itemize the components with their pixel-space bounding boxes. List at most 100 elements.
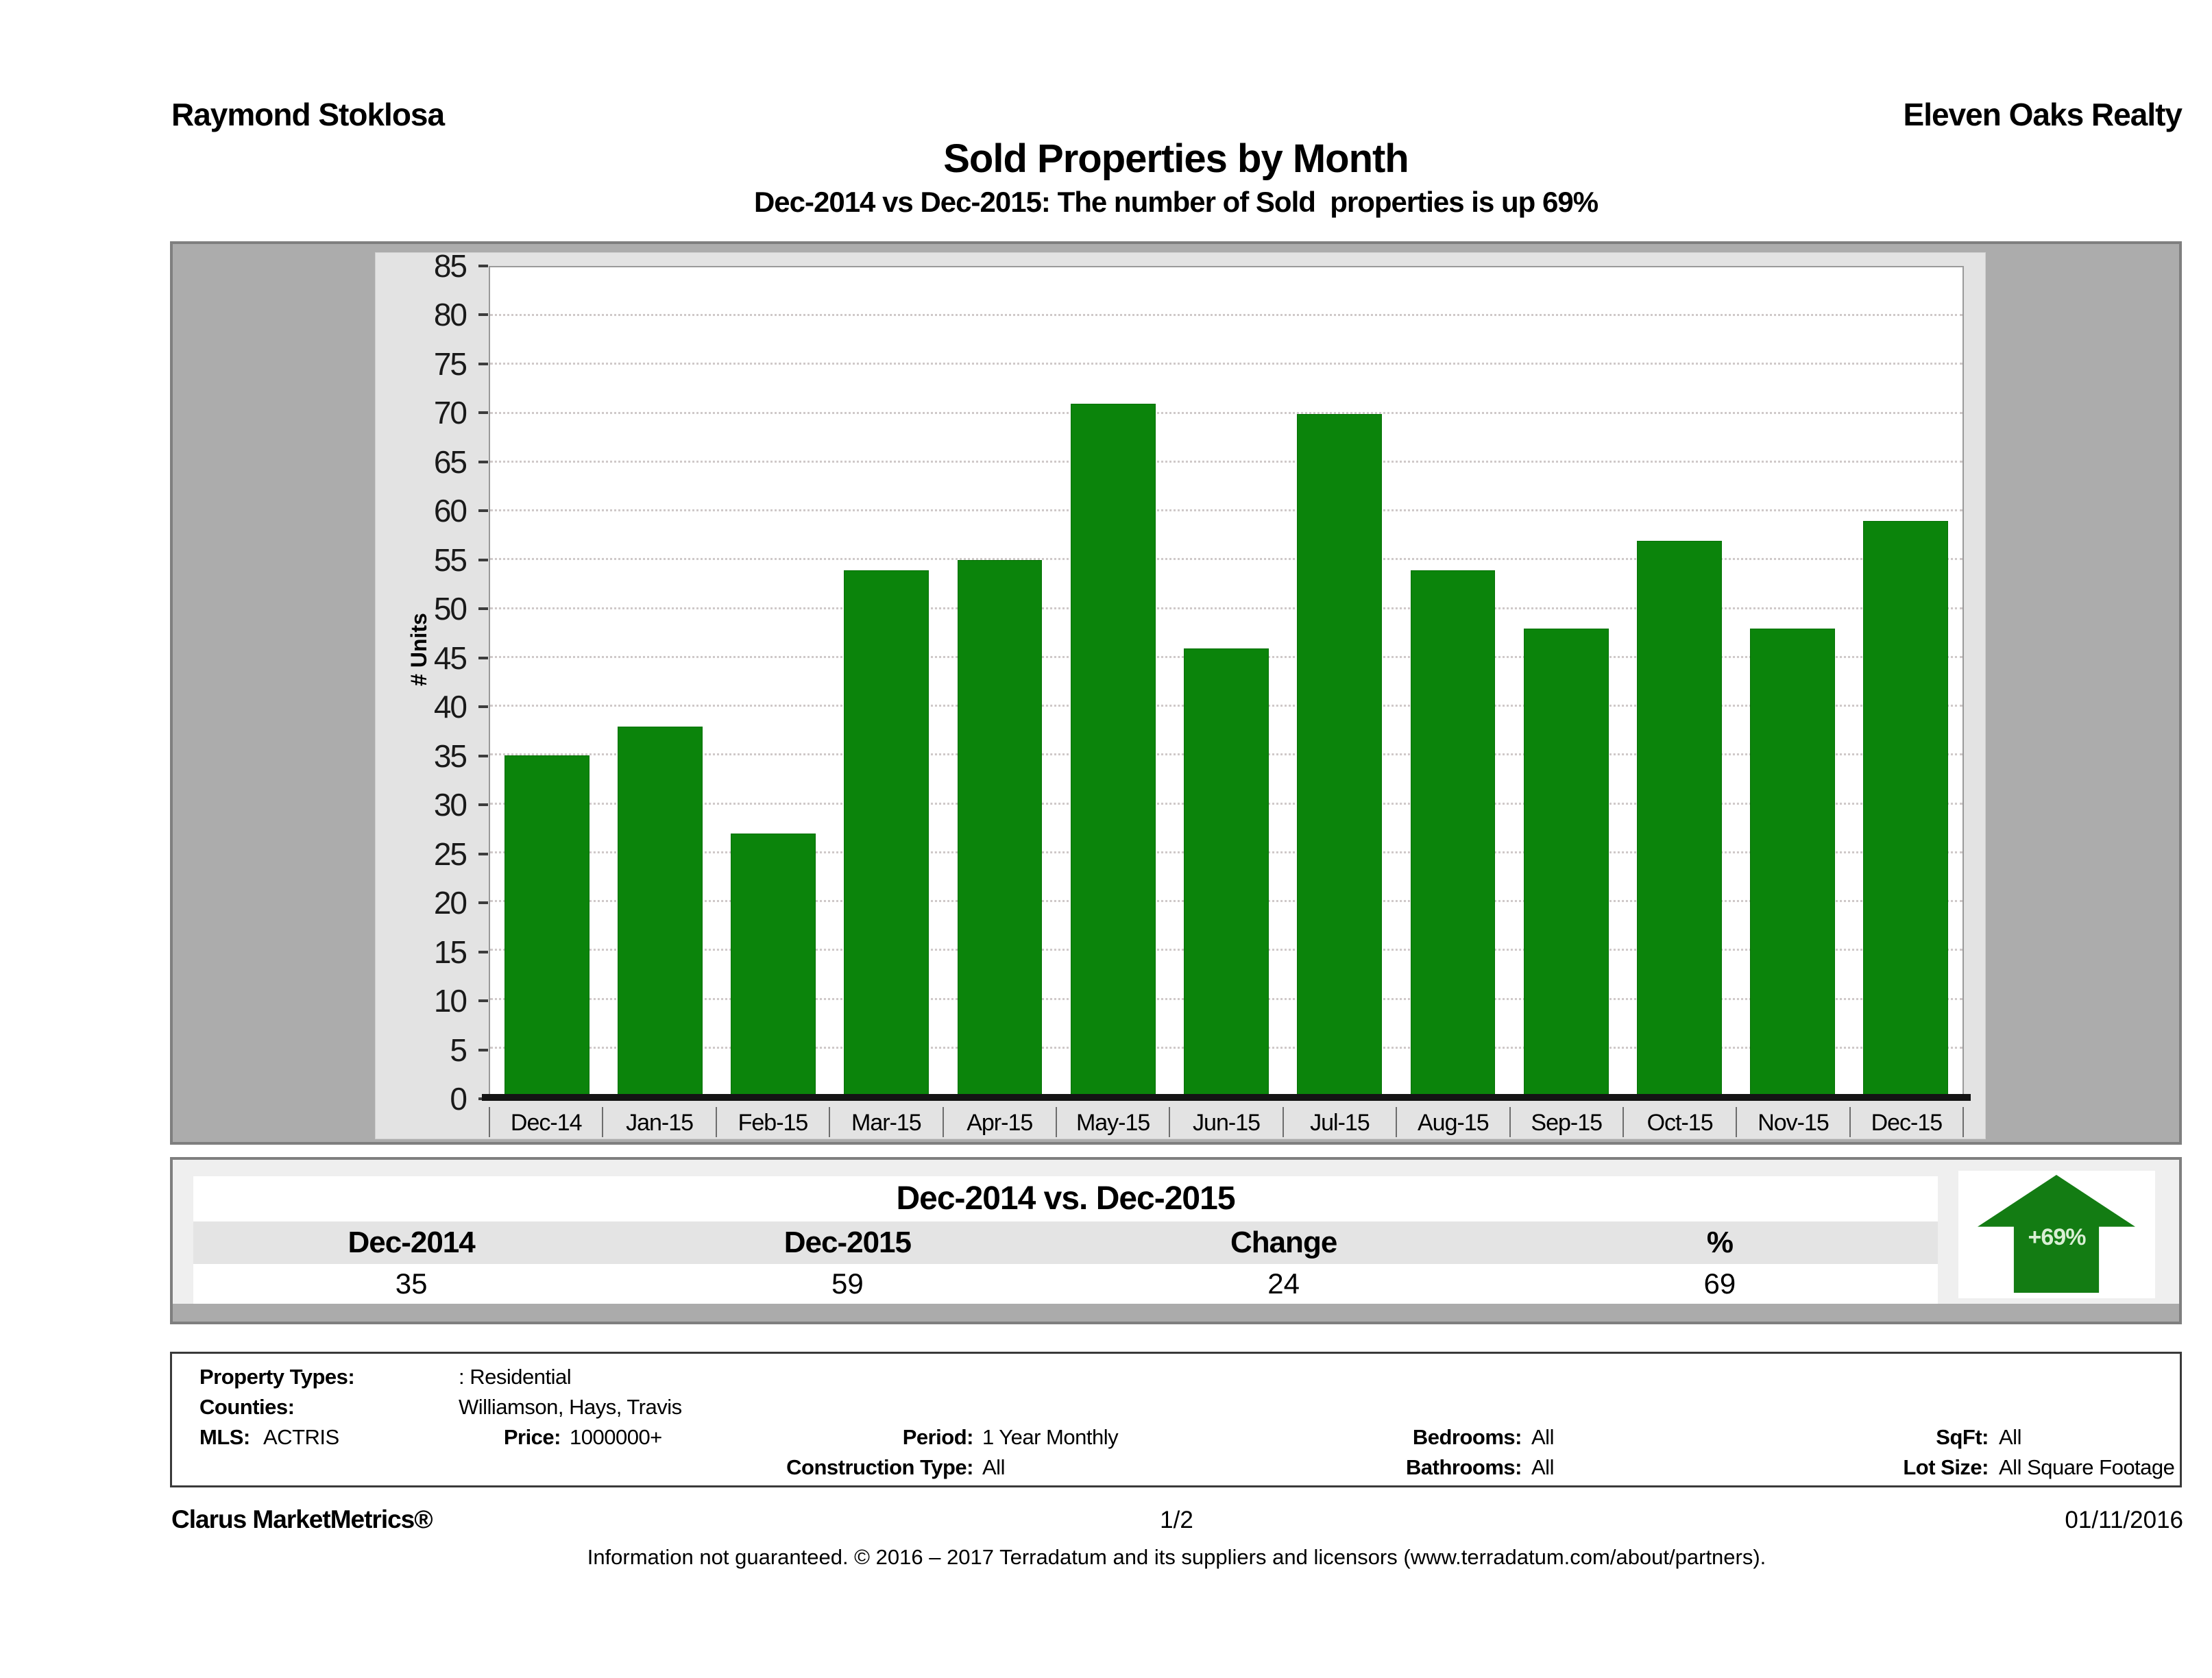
y-tick-label-55: 55 [433, 542, 467, 578]
company-name: Eleven Oaks Realty [1903, 97, 2183, 132]
x-tick-label-May-15: May-15 [1055, 1107, 1169, 1137]
report-title: Sold Properties by Month [943, 136, 1409, 181]
summary-val-dec2015: 59 [831, 1267, 864, 1300]
footer-row: Clarus MarketMetrics® 1/2 01/11/2016 [170, 1505, 2183, 1537]
y-tick-label-5: 5 [450, 1032, 467, 1068]
bathrooms-value: All [1531, 1455, 1554, 1479]
sqft-value: All [1999, 1425, 2021, 1449]
bathrooms-label: Bathrooms: [1406, 1455, 1522, 1479]
counties-value: Williamson, Hays, Travis [459, 1395, 682, 1419]
bar-Feb-15 [731, 834, 816, 1097]
y-tick-mark-50 [478, 607, 488, 611]
summary-header-row: Dec-2014 Dec-2015 Change % [193, 1221, 1938, 1264]
gridline-50 [490, 607, 1962, 609]
plot-area [482, 266, 1971, 1101]
y-tick-mark-80 [478, 313, 488, 317]
summary-value-row: 35 59 24 69 [193, 1264, 1938, 1304]
bar-Apr-15 [957, 560, 1043, 1097]
summary-section: Dec-2014 vs. Dec-2015 Dec-2014 Dec-2015 … [170, 1157, 2182, 1324]
summary-val-change: 24 [1267, 1267, 1300, 1300]
bar-Aug-15 [1410, 570, 1496, 1097]
badge-percent-label: +69% [2028, 1224, 2087, 1250]
change-badge: +69% [1958, 1171, 2155, 1298]
summary-table: Dec-2014 vs. Dec-2015 Dec-2014 Dec-2015 … [193, 1176, 1938, 1304]
x-tick-label-Jan-15: Jan-15 [602, 1107, 715, 1137]
summary-col-change: Change [1230, 1226, 1337, 1259]
summary-title: Dec-2014 vs. Dec-2015 [193, 1176, 1938, 1221]
y-tick-label-45: 45 [433, 640, 467, 676]
gridline-65 [490, 460, 1962, 463]
x-tick-label-Dec-15: Dec-15 [1849, 1107, 1962, 1137]
bar-Oct-15 [1636, 540, 1722, 1097]
summary-col-dec2015: Dec-2015 [783, 1226, 912, 1259]
x-tick-label-Feb-15: Feb-15 [715, 1107, 829, 1137]
y-tick-mark-5 [478, 1048, 488, 1051]
bedrooms-label: Bedrooms: [1412, 1425, 1522, 1449]
y-tick-label-40: 40 [433, 689, 467, 725]
y-tick-label-30: 30 [433, 787, 467, 823]
sqft-label: SqFt: [1936, 1425, 1989, 1449]
report-subtitle: Dec-2014 vs Dec-2015: The number of Sold… [753, 186, 1599, 218]
gridline-75 [490, 363, 1962, 365]
x-tick-label-Mar-15: Mar-15 [829, 1107, 942, 1137]
page-number: 1/2 [1160, 1507, 1193, 1533]
bar-Dec-15 [1863, 521, 1949, 1097]
y-tick-mark-30 [478, 803, 488, 807]
y-tick-label-60: 60 [433, 493, 467, 529]
summary-val-dec2014: 35 [395, 1267, 428, 1300]
summary-col-percent: % [1706, 1226, 1734, 1259]
bedrooms-value: All [1531, 1425, 1554, 1449]
y-tick-mark-45 [478, 656, 488, 659]
lot-size-label: Lot Size: [1903, 1455, 1989, 1479]
property-types-label: Property Types: [199, 1365, 355, 1389]
gridline-70 [490, 411, 1962, 414]
gridline-80 [490, 314, 1962, 317]
report-date: 01/11/2016 [2065, 1507, 2183, 1533]
y-tick-label-20: 20 [433, 885, 467, 921]
y-tick-label-50: 50 [433, 591, 467, 627]
y-tick-mark-25 [478, 852, 488, 855]
disclaimer-text: Information not guaranteed. © 2016 – 201… [587, 1545, 1766, 1569]
gridline-60 [490, 509, 1962, 512]
bar-May-15 [1070, 404, 1156, 1097]
x-axis-baseline [482, 1094, 1971, 1101]
bar-Jul-15 [1297, 413, 1383, 1097]
bar-Sep-15 [1523, 629, 1609, 1097]
y-tick-label-75: 75 [433, 345, 467, 382]
bar-Jan-15 [617, 726, 703, 1097]
filters-box: Property Types: : Residential Counties: … [170, 1352, 2182, 1487]
y-tick-label-25: 25 [433, 836, 467, 872]
y-tick-label-85: 85 [433, 248, 467, 284]
construction-type-value: All [982, 1455, 1005, 1479]
x-tick-label-Oct-15: Oct-15 [1622, 1107, 1736, 1137]
period-value: 1 Year Monthly [982, 1425, 1119, 1449]
x-tick-label-Aug-15: Aug-15 [1396, 1107, 1509, 1137]
y-tick-mark-20 [478, 901, 488, 905]
brand-name: Clarus MarketMetrics® [171, 1505, 433, 1533]
y-tick-mark-40 [478, 705, 488, 709]
y-axis-ticks: 0 5 10 15 20 25 30 35 40 45 50 55 60 65 70 75 80 85 [376, 250, 488, 1115]
x-tick-label-Jun-15: Jun-15 [1169, 1107, 1282, 1137]
x-tick-label-Sep-15: Sep-15 [1509, 1107, 1622, 1137]
y-tick-mark-60 [478, 509, 488, 513]
y-tick-mark-75 [478, 362, 488, 365]
y-tick-mark-70 [478, 411, 488, 415]
y-tick-mark-35 [478, 754, 488, 757]
agent-name: Raymond Stoklosa [171, 97, 445, 132]
price-value: 1000000+ [570, 1425, 662, 1449]
price-label: Price: [503, 1425, 561, 1449]
chart-container: # Units 0 5 10 15 20 25 30 35 40 45 50 55 60 65 70 75 80… [170, 241, 2182, 1145]
bar-Nov-15 [1750, 629, 1836, 1097]
x-axis-labels: Dec-14 Jan-15 Feb-15 Mar-15 Apr-15 May-15 Jun-… [489, 1107, 1964, 1137]
summary-val-percent: 69 [1703, 1267, 1736, 1300]
mls-label: MLS: [199, 1425, 250, 1449]
y-tick-mark-55 [478, 558, 488, 561]
gridline-55 [490, 558, 1962, 561]
x-tick-label-Apr-15: Apr-15 [942, 1107, 1056, 1137]
y-tick-mark-10 [478, 999, 488, 1003]
y-tick-label-15: 15 [433, 934, 467, 970]
period-label: Period: [902, 1425, 974, 1449]
summary-col-dec2014: Dec-2014 [348, 1226, 475, 1259]
mls-value: ACTRIS [263, 1425, 339, 1449]
